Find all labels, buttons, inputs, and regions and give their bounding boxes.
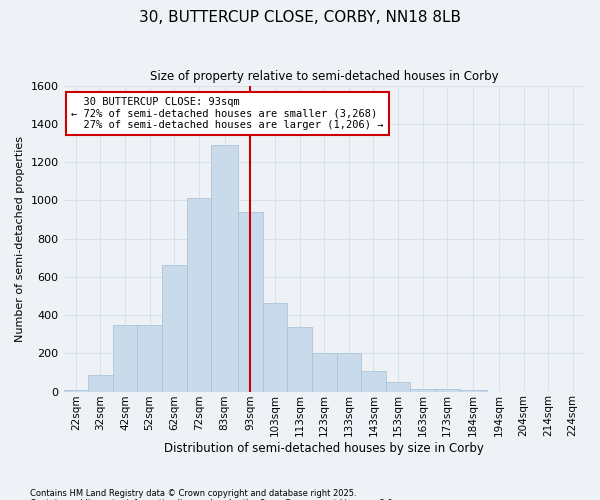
Bar — [435, 388, 460, 392]
Bar — [187, 198, 211, 392]
Bar — [238, 212, 263, 392]
X-axis label: Distribution of semi-detached houses by size in Corby: Distribution of semi-detached houses by … — [164, 442, 484, 455]
Bar — [64, 390, 88, 392]
Bar — [337, 354, 361, 392]
Bar — [287, 326, 312, 392]
Bar — [137, 324, 162, 392]
Bar — [410, 388, 435, 392]
Y-axis label: Number of semi-detached properties: Number of semi-detached properties — [15, 136, 25, 342]
Bar — [386, 382, 410, 392]
Bar — [162, 266, 187, 392]
Text: Contains public sector information licensed under the Open Government Licence v3: Contains public sector information licen… — [30, 498, 395, 500]
Bar — [361, 372, 386, 392]
Title: Size of property relative to semi-detached houses in Corby: Size of property relative to semi-detach… — [150, 70, 499, 83]
Text: Contains HM Land Registry data © Crown copyright and database right 2025.: Contains HM Land Registry data © Crown c… — [30, 488, 356, 498]
Bar — [211, 145, 238, 392]
Bar — [113, 324, 137, 392]
Bar — [460, 390, 487, 392]
Bar — [263, 302, 287, 392]
Text: 30, BUTTERCUP CLOSE, CORBY, NN18 8LB: 30, BUTTERCUP CLOSE, CORBY, NN18 8LB — [139, 10, 461, 25]
Bar — [312, 354, 337, 392]
Bar — [88, 376, 113, 392]
Text: 30 BUTTERCUP CLOSE: 93sqm
← 72% of semi-detached houses are smaller (3,268)
  27: 30 BUTTERCUP CLOSE: 93sqm ← 72% of semi-… — [71, 97, 383, 130]
